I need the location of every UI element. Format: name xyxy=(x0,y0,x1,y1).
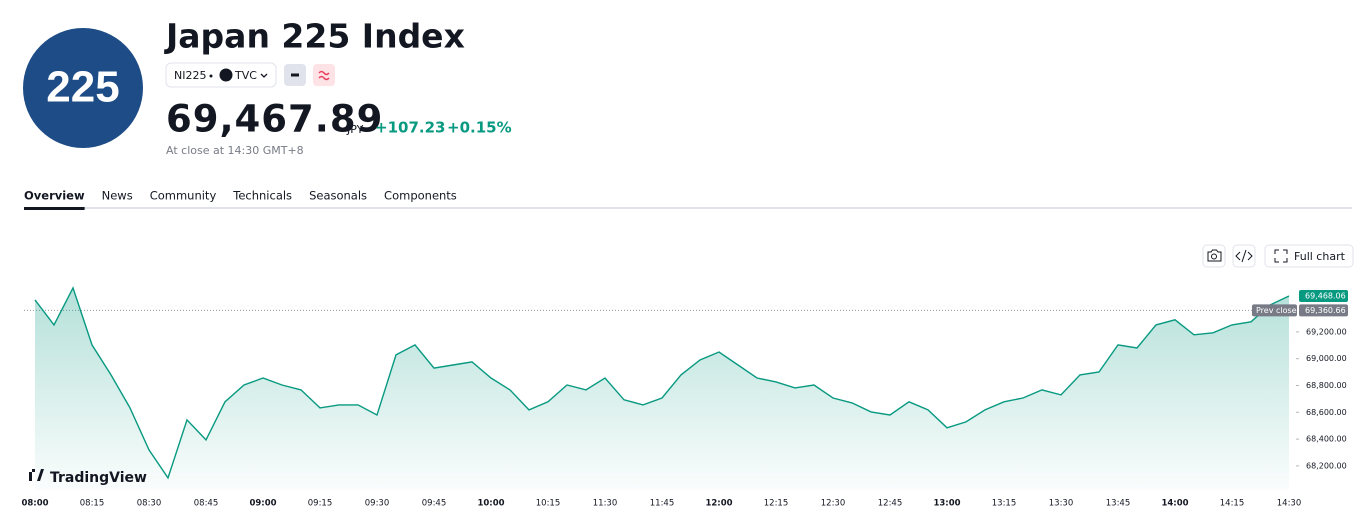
expand-icon xyxy=(1274,249,1288,263)
x-tick-label: 10:15 xyxy=(536,499,561,509)
status: At close at 14:30 GMT+8 xyxy=(166,144,304,157)
chevron xyxy=(260,73,268,78)
y-tick-label: 68,600.00 xyxy=(1306,408,1347,417)
y-tick-label: 68,800.00 xyxy=(1306,381,1347,390)
x-tick-label: 13:45 xyxy=(1106,499,1131,509)
x-tick-label: 13:30 xyxy=(1049,499,1074,509)
price-line xyxy=(34,286,1290,480)
last-price-badge xyxy=(1299,289,1348,302)
exchange: TVC xyxy=(234,69,257,82)
x-tick-label: 09:30 xyxy=(365,499,390,509)
x-tick-label: 10:00 xyxy=(477,499,504,509)
x-tick-label: 12:15 xyxy=(764,499,789,509)
prev-close-value: 69,360.66 xyxy=(1305,306,1346,315)
x-tick-label: 12:45 xyxy=(878,499,903,509)
x-tick-label: 08:30 xyxy=(137,499,162,509)
logo-text: 225 xyxy=(46,63,119,112)
change: +107.23 xyxy=(375,119,445,137)
brand-icon xyxy=(25,469,44,481)
tab[interactable]: Technicals xyxy=(232,189,292,203)
tab[interactable]: Community xyxy=(150,189,217,203)
x-tick-label: 14:15 xyxy=(1220,499,1245,509)
y-tick-label: 69,000.00 xyxy=(1306,354,1347,363)
x-tick-label: 08:15 xyxy=(80,499,105,509)
tabs: Overview News Community Technicals Seasonals… xyxy=(24,189,457,210)
x-tick-label: 08:45 xyxy=(194,499,219,509)
snapshot-button[interactable] xyxy=(1202,244,1226,268)
plot: 68,200.00 68,400.00 68,600.00 68,800.00 69,0… xyxy=(21,286,1348,509)
x-tick-label: 11:30 xyxy=(593,499,618,509)
x-tick-label: 09:45 xyxy=(422,499,447,509)
tab[interactable]: Components xyxy=(384,189,457,203)
prev-close-badge xyxy=(1252,304,1297,317)
tab-underline xyxy=(24,207,85,210)
x-tick-label: 09:15 xyxy=(308,499,333,509)
x-tick-label: 08:00 xyxy=(21,499,48,509)
y-tick-label: 68,200.00 xyxy=(1306,461,1347,470)
x-tick-label: 09:00 xyxy=(249,499,276,509)
symbol: NI225 xyxy=(174,69,206,82)
logo xyxy=(23,28,143,148)
x-tick-label: 11:45 xyxy=(650,499,675,509)
tab[interactable]: News xyxy=(102,189,133,203)
x-tick-label: 13:15 xyxy=(992,499,1017,509)
x-tick-label: 12:30 xyxy=(821,499,846,509)
area-fill xyxy=(35,287,1289,490)
x-tick-label: 14:00 xyxy=(1161,499,1188,509)
camera-icon xyxy=(1207,249,1222,262)
badge-derived[interactable] xyxy=(313,64,335,86)
price: 69,467.89 xyxy=(166,98,383,141)
change-percent: +0.15% xyxy=(447,119,512,137)
prev-close-value-badge xyxy=(1299,304,1348,317)
y-tick-label: 69,200.00 xyxy=(1306,327,1347,336)
x-tick-label: 12:00 xyxy=(705,499,732,509)
brand: TradingView xyxy=(50,470,147,486)
prev-close-label: Prev close xyxy=(1256,306,1297,315)
camera-icon xyxy=(1211,253,1217,260)
separator xyxy=(209,74,213,78)
exchange-icon xyxy=(219,68,233,82)
currency: JPY xyxy=(346,123,364,136)
title: Japan 225 Index xyxy=(164,17,465,56)
x-tick-label: 14:30 xyxy=(1277,499,1302,509)
y-tick-label: 68,400.00 xyxy=(1306,435,1347,444)
tab[interactable]: Seasonals xyxy=(309,189,367,203)
full-chart-label: Full chart xyxy=(1294,250,1346,263)
tab[interactable]: Overview xyxy=(24,189,85,203)
code-icon xyxy=(1235,249,1253,263)
x-tick-label: 13:00 xyxy=(933,499,960,509)
last-price-label: 69,468.06 xyxy=(1305,291,1346,300)
badge-icon xyxy=(318,70,330,81)
